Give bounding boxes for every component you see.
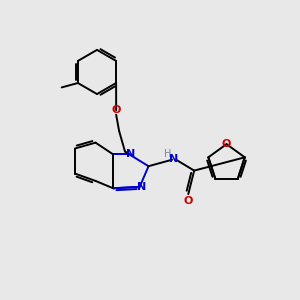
Text: O: O (221, 139, 231, 149)
Text: H: H (164, 148, 171, 158)
Text: N: N (137, 182, 147, 192)
Text: O: O (183, 196, 192, 206)
Text: N: N (126, 149, 135, 159)
Text: O: O (112, 105, 121, 115)
Text: N: N (169, 154, 178, 164)
